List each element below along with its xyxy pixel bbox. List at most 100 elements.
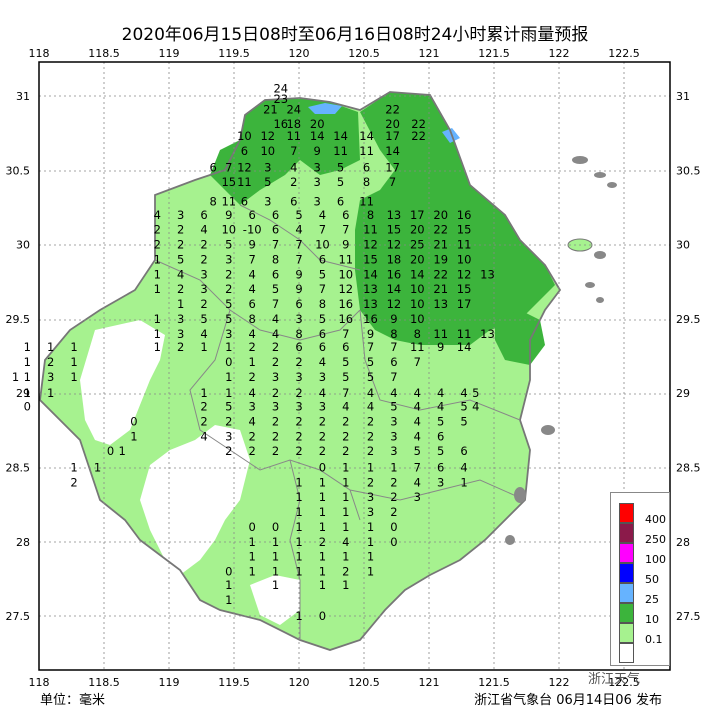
rainfall-value: 10 [410, 282, 425, 296]
rainfall-value: 7 [390, 340, 397, 354]
rainfall-value: 3 [295, 312, 302, 326]
rainfall-value: 9 [225, 208, 232, 222]
rainfall-value: 6 [295, 340, 302, 354]
rainfall-value: 7 [367, 340, 374, 354]
rainfall-value: 4 [154, 208, 161, 222]
rainfall-value: 2 [249, 429, 256, 443]
rainfall-value: 7 [319, 282, 326, 296]
rainfall-value: 7 [414, 461, 421, 475]
legend-entry: 25 [619, 583, 669, 606]
rainfall-value: 1 [319, 505, 326, 519]
rainfall-value: 2 [249, 370, 256, 384]
rainfall-value: 2 [200, 414, 207, 428]
rainfall-value: 1 [200, 340, 207, 354]
rainfall-value: 4 [460, 461, 467, 475]
rainfall-value: 2 [225, 282, 232, 296]
lat-tick-right: 28.5 [676, 462, 701, 475]
rainfall-value: 0 [390, 520, 397, 534]
rainfall-value: 2 [249, 444, 256, 458]
rainfall-value: 3 [295, 370, 302, 384]
rainfall-value: 2 [290, 175, 297, 189]
rainfall-value: 3 [225, 429, 232, 443]
rainfall-value: 9 [342, 238, 349, 252]
rainfall-value: 3 [272, 370, 279, 384]
rainfall-value: 3 [390, 429, 397, 443]
rainfall-value: 9 [437, 340, 444, 354]
rainfall-value: 2 [342, 565, 349, 579]
rainfall-value: 8 [367, 208, 374, 222]
province-border [39, 91, 562, 651]
rainfall-value: 5 [437, 444, 444, 458]
rainfall-value: 1 [367, 461, 374, 475]
rainfall-value: 1 [319, 490, 326, 504]
rainfall-value: 0 [390, 535, 397, 549]
rainfall-value: 2 [295, 414, 302, 428]
rainfall-value: 2 [177, 238, 184, 252]
rainfall-value: 1 [24, 355, 31, 369]
rainfall-value: 1 [272, 565, 279, 579]
rainfall-value: 1 [295, 609, 302, 623]
rainfall-value: 2 [390, 490, 397, 504]
lat-tick-left: 31 [16, 90, 30, 103]
rainfall-value: 3 [314, 175, 321, 189]
lon-tick-bottom: 121 [419, 676, 440, 689]
rainfall-value: 2 [200, 400, 207, 414]
rainfall-value: 1 [130, 429, 137, 443]
rainfall-value: 7 [342, 327, 349, 341]
rainfall-value: 2 [342, 444, 349, 458]
rainfall-value: 1 [342, 520, 349, 534]
rainfall-value: 3 [390, 414, 397, 428]
rainfall-value: 10 [410, 312, 425, 326]
rainfall-value: 4 [272, 327, 279, 341]
rainfall-value: 7 [295, 238, 302, 252]
rainfall-value: 8 [390, 327, 397, 341]
rainfall-value: 2 [225, 267, 232, 281]
rainfall-value: 1 [249, 565, 256, 579]
rainfall-value: 22 [433, 223, 448, 237]
rainfall-value: 5 [200, 312, 207, 326]
rainfall-value: 6 [390, 355, 397, 369]
rainfall-value: 14 [385, 144, 400, 158]
rainfall-value: 5 [225, 312, 232, 326]
rainfall-value: 6 [272, 223, 279, 237]
legend-label: 0.1 [645, 633, 663, 646]
rainfall-value: 22 [411, 117, 426, 131]
rainfall-value: 3 [272, 400, 279, 414]
rainfall-value: 3 [177, 208, 184, 222]
lon-tick-top: 122 [549, 47, 570, 60]
rainfall-value: 14 [359, 129, 374, 143]
rainfall-value: 1 [295, 490, 302, 504]
heavy-rain-area-islands [495, 310, 545, 365]
rainfall-value: 5 [337, 175, 344, 189]
rainfall-value: 2 [200, 252, 207, 266]
rainfall-value: 1 [367, 565, 374, 579]
rainfall-value: 7 [342, 223, 349, 237]
rainfall-value: 8 [363, 175, 370, 189]
rainfall-value: 16 [387, 267, 402, 281]
rainfall-value: 3 [319, 400, 326, 414]
rainfall-value: 22 [433, 267, 448, 281]
rainfall-value: 12 [338, 282, 353, 296]
rainfall-value: 1 [342, 490, 349, 504]
legend-swatch [619, 583, 634, 603]
rainfall-value: 2 [177, 340, 184, 354]
rainfall-value: 14 [410, 267, 425, 281]
rainfall-value: 6 [272, 208, 279, 222]
legend-swatch [619, 643, 634, 663]
rainfall-value: 15 [221, 175, 236, 189]
rainfall-value: 1 [70, 370, 77, 384]
rainfall-value: 1 [249, 550, 256, 564]
rainfall-value: 2 [367, 429, 374, 443]
rainfall-value: 2 [200, 297, 207, 311]
rainfall-value: 6 [210, 160, 217, 174]
lon-tick-bottom: 119.5 [218, 676, 250, 689]
rainfall-value: 2 [225, 444, 232, 458]
rainfall-value: 14 [363, 267, 378, 281]
rainfall-value: 20 [385, 117, 400, 131]
rainfall-value: 4 [472, 400, 479, 414]
rainfall-value: 7 [389, 175, 396, 189]
rainfall-value: 4 [437, 400, 444, 414]
rainfall-value: 0 [319, 461, 326, 475]
rainfall-value: 11 [333, 144, 348, 158]
lat-tick-left: 30 [16, 239, 30, 252]
